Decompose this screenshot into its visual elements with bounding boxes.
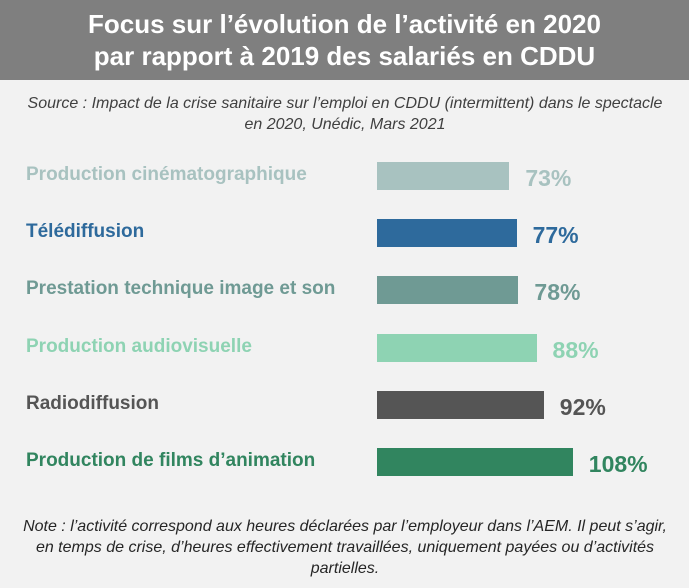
- value-label: 88%: [552, 337, 599, 363]
- note-text: Note : l’activité correspond aux heures …: [23, 518, 667, 577]
- title-line-2: par rapport à 2019 des salariés en CDDU: [93, 41, 596, 71]
- value-label: 108%: [588, 451, 648, 477]
- bar: [377, 391, 544, 419]
- category-label: Production audiovisuelle: [26, 336, 252, 357]
- value-label: 77%: [532, 222, 579, 248]
- bar: [377, 219, 517, 247]
- value-label: 92%: [559, 394, 606, 420]
- category-label: Télédiffusion: [26, 221, 145, 242]
- category-label: Radiodiffusion: [26, 393, 159, 414]
- bar: [377, 448, 573, 476]
- source-text: Source : Impact de la crise sanitaire su…: [27, 95, 663, 133]
- category-label: Prestation technique image et son: [26, 278, 336, 299]
- title-line-1: Focus sur l’évolution de l’activité en 2…: [88, 9, 601, 39]
- category-label: Production cinématographique: [26, 164, 307, 185]
- bar: [377, 334, 537, 362]
- value-label: 73%: [525, 165, 572, 191]
- value-label: 78%: [534, 279, 581, 305]
- category-label: Production de films d’animation: [26, 450, 316, 471]
- bar: [377, 276, 519, 304]
- bar: [377, 162, 510, 190]
- title-banner: Focus sur l’évolution de l’activité en 2…: [0, 0, 689, 80]
